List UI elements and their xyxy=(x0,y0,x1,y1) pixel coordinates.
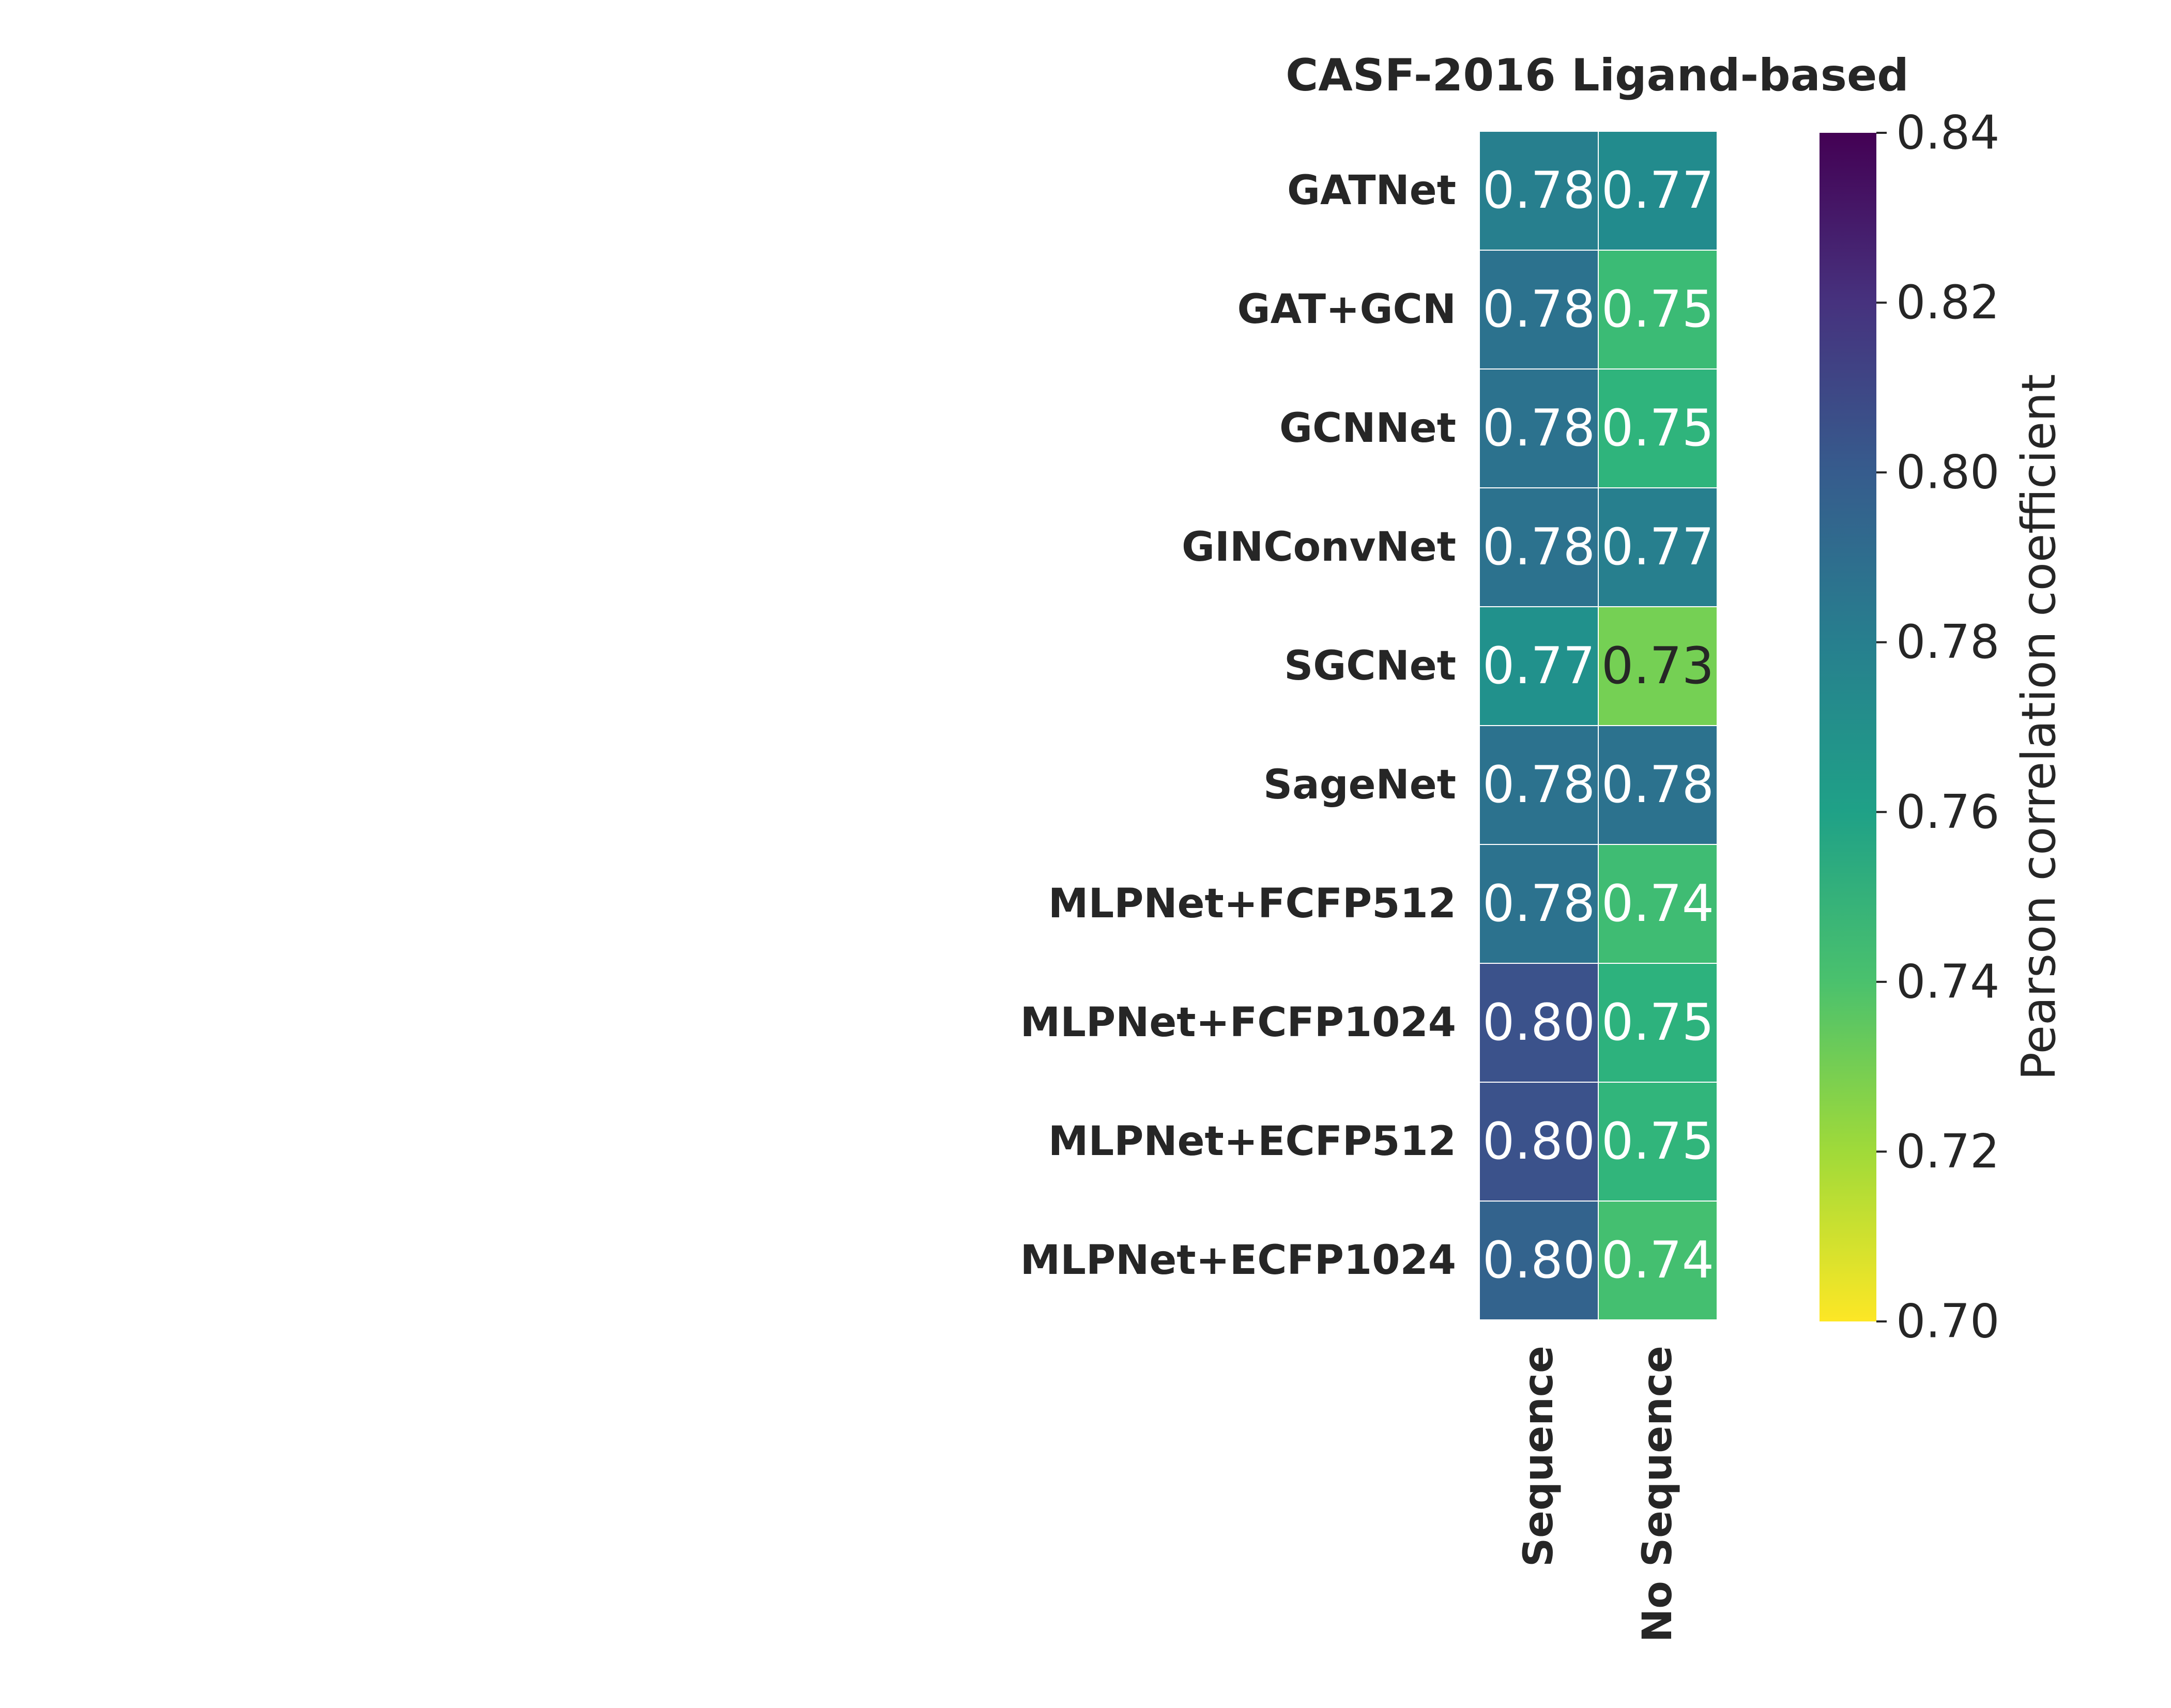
heatmap-cell xyxy=(1598,131,1718,251)
row-label: MLPNet+FCFP512 xyxy=(1048,881,1456,927)
row-label: GCNNet xyxy=(1279,405,1456,452)
heatmap-cell xyxy=(1598,606,1718,726)
colorbar-label: Pearson correlation coefficient xyxy=(2012,374,2066,1081)
heatmap-cell xyxy=(1598,1082,1718,1202)
cell-value-label: 0.74 xyxy=(1601,874,1714,933)
colorbar-tick-label: 0.74 xyxy=(1896,955,1999,1009)
heatmap-cell xyxy=(1479,1201,1599,1320)
cell-value-label: 0.78 xyxy=(1601,756,1714,814)
column-label: Sequence xyxy=(1516,1346,1562,1567)
row-label: GAT+GCN xyxy=(1237,286,1456,333)
colorbar-tick-label: 0.70 xyxy=(1896,1295,1999,1349)
colorbar-tick-label: 0.72 xyxy=(1896,1125,1999,1179)
cell-value-label: 0.78 xyxy=(1482,280,1595,339)
cell-value-label: 0.75 xyxy=(1601,1112,1714,1171)
row-label: MLPNet+FCFP1024 xyxy=(1020,999,1456,1046)
cell-value-label: 0.78 xyxy=(1482,518,1595,577)
cell-value-label: 0.78 xyxy=(1482,399,1595,458)
colorbar-tick-label: 0.84 xyxy=(1896,106,1999,160)
chart-title: CASF-2016 Ligand-based xyxy=(1286,50,1909,101)
row-label: SageNet xyxy=(1263,762,1456,808)
heatmap-cell xyxy=(1479,844,1599,964)
row-label: GATNet xyxy=(1287,167,1456,214)
column-labels: Sequence No Sequence xyxy=(1516,1346,1681,1642)
heatmap-cell xyxy=(1598,250,1718,370)
column-label: No Sequence xyxy=(1634,1346,1681,1642)
heatmap-cells: 0.78 0.770.78 0.750.78 0.750.78 0.770.77 0.73… xyxy=(1479,131,1718,1320)
colorbar-tick-label: 0.82 xyxy=(1896,275,1999,330)
cell-value-label: 0.80 xyxy=(1482,993,1595,1052)
heatmap-cell xyxy=(1479,250,1599,370)
cell-value-label: 0.77 xyxy=(1601,161,1714,220)
cell-value-label: 0.74 xyxy=(1601,1231,1714,1290)
cell-value-label: 0.78 xyxy=(1482,756,1595,814)
colorbar-tick-label: 0.78 xyxy=(1896,615,1999,669)
row-label: GINConvNet xyxy=(1182,524,1456,571)
heatmap-cell xyxy=(1479,1082,1599,1202)
heatmap-cell xyxy=(1479,368,1599,488)
heatmap-cell xyxy=(1598,725,1718,845)
colorbar-tick-label: 0.80 xyxy=(1896,445,1999,500)
cell-value-label: 0.75 xyxy=(1601,280,1714,339)
cell-value-label: 0.78 xyxy=(1482,874,1595,933)
cell-value-label: 0.77 xyxy=(1482,637,1595,696)
heatmap-cell xyxy=(1598,368,1718,488)
row-label: MLPNet+ECFP512 xyxy=(1048,1118,1456,1165)
colorbar-ticks: 0.84 0.82 0.80 0.78 0.76 0.74 0.72 0.70 xyxy=(1876,106,1999,1349)
cell-value-label: 0.75 xyxy=(1601,993,1714,1052)
cell-value-label: 0.78 xyxy=(1482,161,1595,220)
cell-value-label: 0.80 xyxy=(1482,1231,1595,1290)
colorbar-tick-label: 0.76 xyxy=(1896,785,1999,839)
row-labels: GATNet GAT+GCN GCNNet GINConvNet SGCNet SageN… xyxy=(1020,167,1456,1284)
heatmap-cell xyxy=(1598,963,1718,1083)
cell-value-label: 0.80 xyxy=(1482,1112,1595,1171)
cell-value-label: 0.73 xyxy=(1601,637,1714,696)
row-label: MLPNet+ECFP1024 xyxy=(1020,1237,1456,1284)
colorbar-gradient xyxy=(1820,133,1876,1321)
cell-value-label: 0.77 xyxy=(1601,518,1714,577)
heatmap-cell xyxy=(1598,844,1718,964)
heatmap-cell xyxy=(1479,131,1599,251)
heatmap-cell xyxy=(1598,487,1718,607)
cell-value-label: 0.75 xyxy=(1601,399,1714,458)
heatmap-cell xyxy=(1598,1201,1718,1320)
colorbar: 0.84 0.82 0.80 0.78 0.76 0.74 0.72 0.70 Pearson… xyxy=(1820,106,2066,1349)
row-label: SGCNet xyxy=(1284,643,1456,689)
heatmap-cell xyxy=(1479,963,1599,1083)
